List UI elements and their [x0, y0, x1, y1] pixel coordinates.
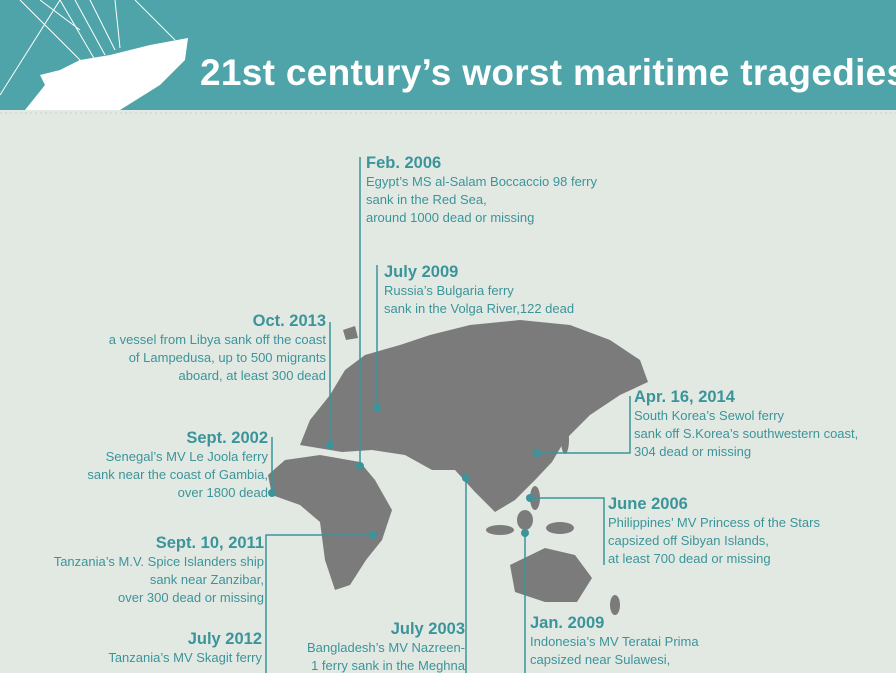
- event-text: Russia’s Bulgaria ferry: [384, 283, 514, 298]
- event-text: Tanzania’s M.V. Spice Islanders ship: [53, 554, 264, 569]
- event-text: Bangladesh’s MV Nazreen-: [306, 640, 465, 655]
- header: 21st century’s worst maritime tragedies: [0, 0, 896, 110]
- event-date: Sept. 10, 2011: [155, 534, 264, 552]
- event-text: Senegal’s MV Le Joola ferry: [105, 449, 268, 464]
- event-text: a vessel from Libya sank off the coast: [108, 332, 326, 347]
- event-text: Tanzania’s MV Skagit ferry: [108, 650, 262, 665]
- location-dot: [521, 529, 529, 537]
- event: June 2006 Philippines’ MV Princess of the…: [608, 494, 820, 568]
- event: Feb. 2006 Egypt’s MS al-Salam Boccaccio 9…: [366, 153, 597, 227]
- event: Jan. 2009 Indonesia’s MV Teratai Prima cap…: [530, 613, 699, 669]
- event-date: July 2012: [187, 630, 262, 648]
- event-text: Egypt’s MS al-Salam Boccaccio 98 ferry: [366, 174, 597, 189]
- event-text: sank in the Red Sea,: [366, 192, 487, 207]
- leader-line: [530, 497, 605, 565]
- event-date: July 2003: [390, 620, 465, 638]
- event-text: around 1000 dead or missing: [366, 210, 535, 225]
- event-date: Oct. 2013: [252, 312, 326, 330]
- event-date: Jan. 2009: [530, 614, 605, 632]
- location-dot: [356, 462, 364, 470]
- event: July 2012 Tanzania’s MV Skagit ferry: [108, 629, 262, 667]
- event-text: Indonesia’s MV Teratai Prima: [530, 634, 699, 649]
- event-text: 304 dead or missing: [634, 444, 752, 459]
- event-text: of Lampedusa, up to 500 migrants: [128, 350, 326, 365]
- location-dot: [533, 449, 541, 457]
- event-text: sank off S.Korea’s southwestern coast,: [634, 426, 859, 441]
- event-text: capsized near Sulawesi,: [530, 652, 671, 667]
- event: Sept. 2002 Senegal’s MV Le Joola ferry san…: [87, 428, 268, 502]
- event: Apr. 16, 2014 South Korea’s Sewol ferry sa…: [634, 387, 858, 461]
- event-date: Apr. 16, 2014: [634, 388, 735, 406]
- event-text: 1 ferry sank in the Meghna: [311, 658, 465, 673]
- leader-line: [537, 396, 631, 454]
- event-text: over 1800 dead: [177, 485, 268, 500]
- title: 21st century’s worst maritime tragedies: [200, 52, 896, 93]
- event: July 2009 Russia’s Bulgaria ferry sank in …: [384, 262, 574, 318]
- event-text: sank near the coast of Gambia,: [87, 467, 268, 482]
- location-dot: [462, 474, 470, 482]
- event-text: capsized off Sibyan Islands,: [608, 533, 769, 548]
- event-text: sank near Zanzibar,: [149, 572, 264, 587]
- event: Oct. 2013 a vessel from Libya sank off th…: [109, 311, 326, 385]
- location-dot: [526, 494, 534, 502]
- location-dot: [373, 404, 381, 412]
- event-text: sank in the Volga River,122 dead: [384, 301, 575, 316]
- leader-line: [265, 534, 373, 673]
- location-dot: [369, 531, 377, 539]
- event-date: Sept. 2002: [186, 429, 268, 447]
- event: Sept. 10, 2011 Tanzania’s M.V. Spice Isla…: [54, 533, 264, 607]
- event-text: at least 700 dead or missing: [608, 551, 771, 566]
- location-dot: [326, 441, 334, 449]
- event-date: June 2006: [608, 495, 688, 513]
- event-date: Feb. 2006: [366, 154, 442, 172]
- event-text: South Korea’s Sewol ferry: [634, 408, 785, 423]
- location-dot: [268, 489, 276, 497]
- event: July 2003 Bangladesh’s MV Nazreen- 1 ferry…: [307, 619, 465, 673]
- event-text: over 300 dead or missing: [118, 590, 264, 605]
- event-date: July 2009: [384, 263, 459, 281]
- event-text: Philippines’ MV Princess of the Stars: [608, 515, 820, 530]
- ship-illustration: [0, 0, 188, 110]
- event-text: aboard, at least 300 dead: [178, 368, 326, 383]
